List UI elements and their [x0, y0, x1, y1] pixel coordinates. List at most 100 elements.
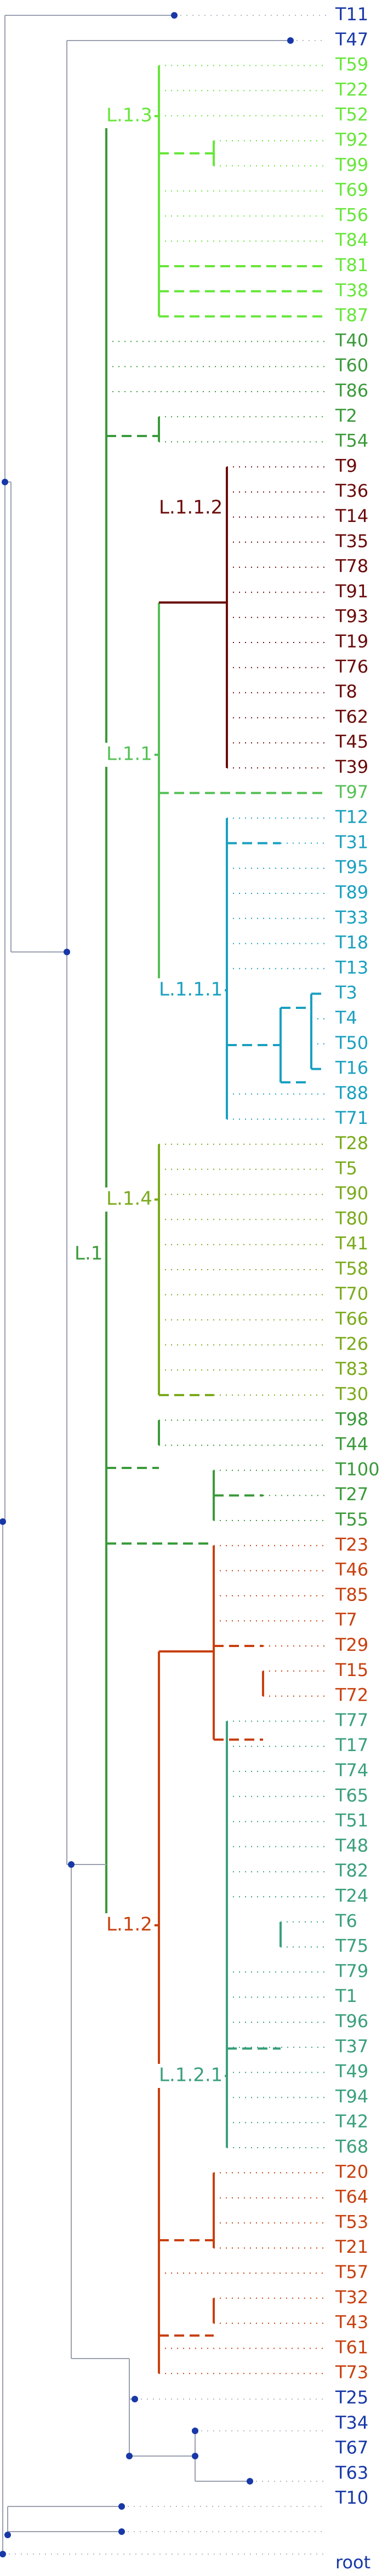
leaf-label: T72	[335, 1685, 368, 1706]
leaf-label: T34	[335, 2412, 368, 2433]
leaf-label: T38	[335, 280, 368, 301]
leaf-label: T64	[335, 2187, 368, 2207]
tree-node	[126, 2453, 133, 2459]
leaf-label: T98	[335, 1409, 368, 1430]
leaf-label: T84	[335, 230, 368, 250]
leaf-label: T32	[335, 2287, 368, 2308]
leaf-label: T91	[335, 581, 368, 601]
leaf-label: T52	[335, 104, 368, 125]
clade-label-bg	[158, 496, 225, 520]
leaf-label: T86	[335, 380, 368, 401]
clade-label: L.1	[75, 1243, 102, 1265]
tree-node	[0, 2551, 6, 2557]
leaf-label: T79	[335, 1960, 368, 1981]
leaf-label: T29	[335, 1634, 368, 1655]
leaf-label: T99	[335, 154, 368, 175]
leaf-label: T27	[335, 1484, 368, 1505]
leaf-label: T97	[335, 782, 368, 802]
leaf-label: T9	[335, 455, 357, 476]
leaf-label: T61	[335, 2337, 368, 2357]
clade-label: L.1.1.1	[159, 979, 222, 1001]
tree-node	[192, 2428, 198, 2434]
clade-label: L.1.2	[106, 1914, 152, 1936]
leaf-label: T56	[335, 204, 368, 225]
leaf-label: T20	[335, 2161, 368, 2182]
leaf-label: T41	[335, 1233, 368, 1254]
tree-node	[2, 479, 8, 485]
leaf-label: T54	[335, 431, 368, 451]
leaf-label: T4	[335, 1007, 357, 1028]
leaf-label: T15	[335, 1660, 368, 1680]
leaf-label: T71	[335, 1108, 368, 1128]
tree-node	[0, 1518, 6, 1525]
leaf-label: T100	[335, 1459, 380, 1479]
leaf-label: T57	[335, 2262, 368, 2282]
tree-node	[64, 949, 70, 955]
leaf-label: T50	[335, 1032, 368, 1053]
tree-branches	[2, 15, 327, 2555]
leaf-labels: T11 T47 T59 T22 T52 T92 T99 T69 T56 T84 T81 T38 T87 T…	[335, 4, 380, 2508]
leaf-label: T28	[335, 1133, 368, 1154]
clade-label: L.1.1.2	[159, 497, 222, 519]
leaf-label: T25	[335, 2387, 368, 2408]
leaf-label: T73	[335, 2362, 368, 2383]
leaf-label: T26	[335, 1333, 368, 1354]
leaf-label: T33	[335, 907, 368, 928]
leaf-label: T31	[335, 831, 368, 852]
tree-node	[287, 37, 294, 44]
clade-label: L.1.4	[106, 1188, 152, 1210]
leaf-label: T83	[335, 1358, 368, 1379]
leaf-label: T94	[335, 2086, 368, 2107]
leaf-label: T82	[335, 1860, 368, 1881]
clade-label: L.1.2.1	[159, 2064, 222, 2086]
leaf-label: T66	[335, 1309, 368, 1329]
leaf-label: T62	[335, 706, 368, 727]
leaf-label: T21	[335, 2236, 368, 2257]
leaf-label: T96	[335, 2011, 368, 2032]
clade-label: L.1.3	[106, 105, 152, 127]
leaf-label: T35	[335, 531, 368, 552]
leaf-label: T44	[335, 1434, 368, 1455]
clade-label-bg	[73, 1242, 105, 1266]
clade-label-bg	[158, 978, 225, 1002]
leaf-label: T19	[335, 631, 368, 652]
leaf-label: T22	[335, 79, 368, 100]
tree-node	[247, 2478, 253, 2485]
leaf-label: T46	[335, 1559, 368, 1580]
root-label: root	[335, 2552, 370, 2573]
leaf-label: T6	[335, 1911, 357, 1931]
leaf-label: T55	[335, 1509, 368, 1530]
leaf-label: T58	[335, 1258, 368, 1279]
leaf-label: T60	[335, 355, 368, 376]
leaf-label: T63	[335, 2462, 368, 2483]
tree-node	[118, 2528, 125, 2535]
leaf-label: T16	[335, 1058, 368, 1078]
leaf-label: T81	[335, 255, 368, 276]
leaf-label: T88	[335, 1082, 368, 1103]
leaf-label: T5	[335, 1158, 357, 1179]
leaf-label: T24	[335, 1885, 368, 1906]
leaf-label: T11	[335, 4, 368, 25]
leaf-label: T93	[335, 606, 368, 627]
leaf-label: T77	[335, 1709, 368, 1730]
tree-node	[192, 2453, 198, 2459]
leaf-label: T49	[335, 2061, 368, 2082]
leaf-label: T10	[335, 2487, 368, 2508]
leaf-label: T30	[335, 1384, 368, 1404]
tree-node	[171, 12, 178, 19]
leaf-label: T89	[335, 882, 368, 903]
leaf-label: T70	[335, 1283, 368, 1304]
leaf-label: T95	[335, 857, 368, 877]
leaf-label: T23	[335, 1534, 368, 1555]
clade-label-bg	[105, 104, 155, 128]
clade-label-bg	[158, 2064, 225, 2088]
tree-node	[68, 1861, 75, 1868]
clade-label: L.1.1	[106, 743, 152, 765]
leaf-label: T80	[335, 1208, 368, 1229]
leaf-label: T40	[335, 330, 368, 351]
leaf-label: T7	[335, 1609, 357, 1630]
leaf-label: T48	[335, 1835, 368, 1856]
clade-label-bg	[105, 1913, 155, 1937]
leaf-label: T17	[335, 1735, 368, 1755]
clade-labels: L.1 L.1.3 L.1.1 L.1.1.2 L.1.1.1 L.1.4 L.1.2 L.1…	[73, 104, 225, 2088]
